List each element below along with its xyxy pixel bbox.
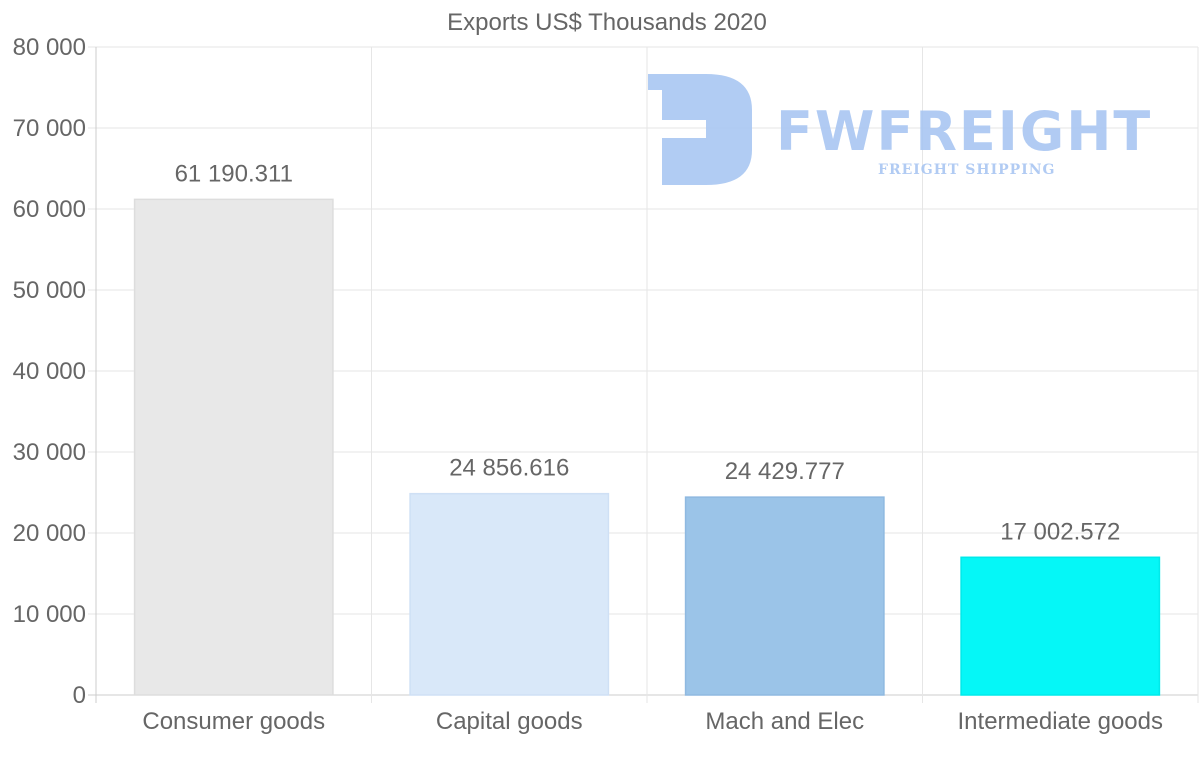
- x-tick-label: Intermediate goods: [958, 708, 1163, 735]
- y-tick-label: 40 000: [13, 358, 86, 385]
- y-tick-label: 50 000: [13, 277, 86, 304]
- x-tick-label: Mach and Elec: [705, 708, 864, 735]
- y-tick-label: 60 000: [13, 196, 86, 223]
- y-tick-label: 30 000: [13, 439, 86, 466]
- x-axis: Consumer goods Capital goods Mach and Elec…: [142, 708, 1163, 735]
- y-tick-label: 0: [73, 682, 86, 709]
- x-tick-label: Capital goods: [436, 708, 583, 735]
- y-axis: 0 10 000 20 000 30 000 40 000 50 000 60 000 70 …: [13, 34, 86, 709]
- y-tick-label: 10 000: [13, 601, 86, 628]
- y-tick-label: 80 000: [13, 34, 86, 61]
- y-tick-label: 20 000: [13, 520, 86, 547]
- bar: [409, 492, 610, 696]
- bar-value-label: 24 429.777: [725, 458, 845, 485]
- chart-title: Exports US$ Thousands 2020: [447, 9, 767, 36]
- value-labels: 61 190.311 24 856.616 24 429.777 17 002.572: [175, 160, 1121, 545]
- bar: [133, 198, 334, 696]
- watermark-logo: FWFREIGHT FREIGHT SHIPPING: [648, 74, 1152, 185]
- x-tick-label: Consumer goods: [142, 708, 325, 735]
- bar: [960, 556, 1161, 696]
- bar-value-label: 61 190.311: [175, 160, 293, 187]
- bar-value-label: 24 856.616: [449, 455, 569, 482]
- watermark-brand: FWFREIGHT: [776, 100, 1152, 163]
- y-tick-label: 70 000: [13, 115, 86, 142]
- watermark-logo-icon: [648, 74, 752, 185]
- watermark-tagline: FREIGHT SHIPPING: [878, 162, 1056, 178]
- bar-value-label: 17 002.572: [1000, 518, 1120, 545]
- bar: [684, 496, 885, 696]
- bars: [133, 198, 1161, 696]
